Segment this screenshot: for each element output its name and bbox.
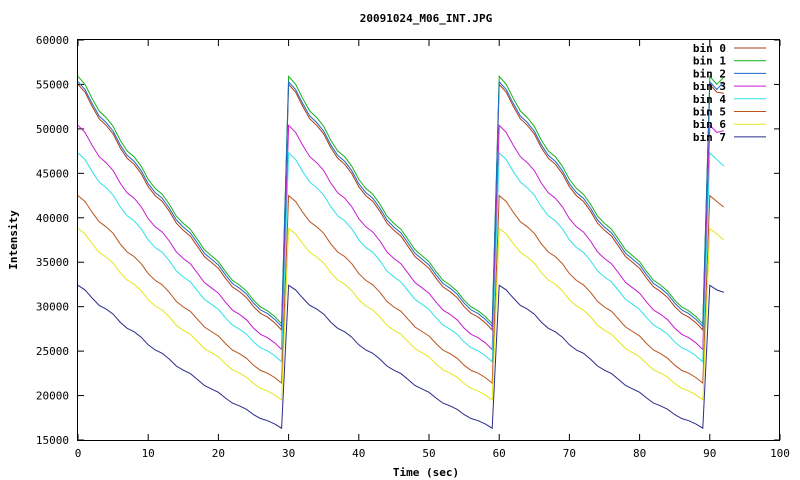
y-tick-label: 20000 <box>36 390 69 403</box>
x-tick-label: 50 <box>422 447 435 460</box>
x-tick-label: 70 <box>563 447 576 460</box>
y-tick-label: 25000 <box>36 345 69 358</box>
legend-label: bin 3 <box>693 80 726 93</box>
series-line-bin-1 <box>77 75 725 326</box>
legend-label: bin 0 <box>693 42 726 55</box>
y-tick-label: 30000 <box>36 301 69 314</box>
y-tick-label: 55000 <box>36 78 69 91</box>
series-line-bin-2 <box>77 80 725 328</box>
chart-title: 20091024_M06_INT.JPG <box>360 12 493 25</box>
x-tick-label: 0 <box>75 447 82 460</box>
y-tick-label: 15000 <box>36 434 69 447</box>
y-tick-label: 35000 <box>36 256 69 269</box>
y-tick-label: 40000 <box>36 212 69 225</box>
x-tick-label: 60 <box>493 447 506 460</box>
x-axis-label: Time (sec) <box>393 466 459 479</box>
series-line-bin-4 <box>77 151 725 363</box>
legend-label: bin 4 <box>693 93 726 106</box>
legend-label: bin 5 <box>693 106 726 119</box>
x-tick-label: 30 <box>282 447 295 460</box>
x-tick-label: 90 <box>703 447 716 460</box>
x-tick-label: 80 <box>633 447 646 460</box>
series-lines <box>77 75 725 430</box>
y-tick-label: 60000 <box>36 34 69 47</box>
series-line-bin-7 <box>77 284 724 430</box>
series-line-bin-6 <box>77 227 725 401</box>
series-line-bin-3 <box>77 124 724 351</box>
plot-area-border <box>77 39 780 441</box>
x-tick-label: 100 <box>770 447 790 460</box>
y-axis: 15000 20000 25000 30000 35000 40000 45000 50000… <box>36 34 780 447</box>
x-tick-label: 10 <box>142 447 155 460</box>
legend-label: bin 7 <box>693 131 726 144</box>
y-tick-label: 50000 <box>36 123 69 136</box>
legend-label: bin 1 <box>693 55 726 68</box>
x-axis: 0 10 20 30 40 50 60 70 80 90 100 <box>75 40 790 460</box>
y-axis-label: Intensity <box>7 210 20 270</box>
series-line-bin-0 <box>77 83 724 332</box>
legend-label: bin 2 <box>693 67 726 80</box>
x-tick-label: 40 <box>352 447 365 460</box>
x-tick-label: 20 <box>212 447 225 460</box>
y-tick-label: 45000 <box>36 167 69 180</box>
legend-label: bin 6 <box>693 118 726 131</box>
series-line-bin-5 <box>77 194 725 385</box>
